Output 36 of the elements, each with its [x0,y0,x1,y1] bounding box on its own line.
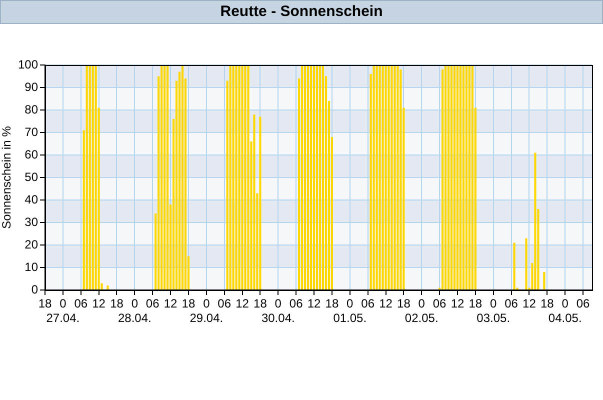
x-tick-label: 18 [110,296,124,311]
x-tick-label: 06 [576,296,590,311]
y-tick-label: 70 [24,124,38,139]
x-tick-label: 06 [361,296,375,311]
x-tick-label: 12 [307,296,322,311]
x-tick-label: 06 [289,296,304,311]
y-tick-label: 40 [24,192,38,206]
y-tick-label: 30 [24,214,38,229]
y-tick-label: 10 [24,260,38,274]
y-tick-label: 100 [18,57,38,72]
x-tick-label: 18 [540,296,554,311]
y-tick-label: 20 [24,237,38,252]
x-tick-label: 18 [182,296,196,311]
x-tick-label: 18 [468,296,482,311]
x-tick-label: 12 [92,296,106,311]
y-tick-label: 80 [24,102,38,116]
y-tick-label: 0 [31,282,38,296]
x-tick-label: 06 [504,296,518,311]
x-tick-label: 06 [146,296,160,311]
y-tick-label: 90 [24,80,38,94]
x-tick-label: 18 [254,296,268,311]
x-tick-label: 12 [164,296,178,311]
y-axis-title: Sonnenschein in % [0,126,14,229]
chart-title: Reutte - Sonnenschein [0,0,603,24]
x-tick-label: 12 [522,296,536,311]
x-tick-label: 18 [38,296,52,311]
x-tick-label: 18 [325,296,339,311]
x-tick-label: 18 [397,296,411,311]
y-tick-label: 60 [24,147,38,162]
x-tick-label: 06 [218,296,232,311]
x-tick-label: 12 [379,296,393,311]
x-tick-label: 06 [432,296,447,311]
x-tick-label: 06 [74,296,88,311]
y-tick-label: 50 [24,170,38,184]
x-tick-label: 12 [236,296,250,311]
x-tick-label: 12 [450,296,464,311]
